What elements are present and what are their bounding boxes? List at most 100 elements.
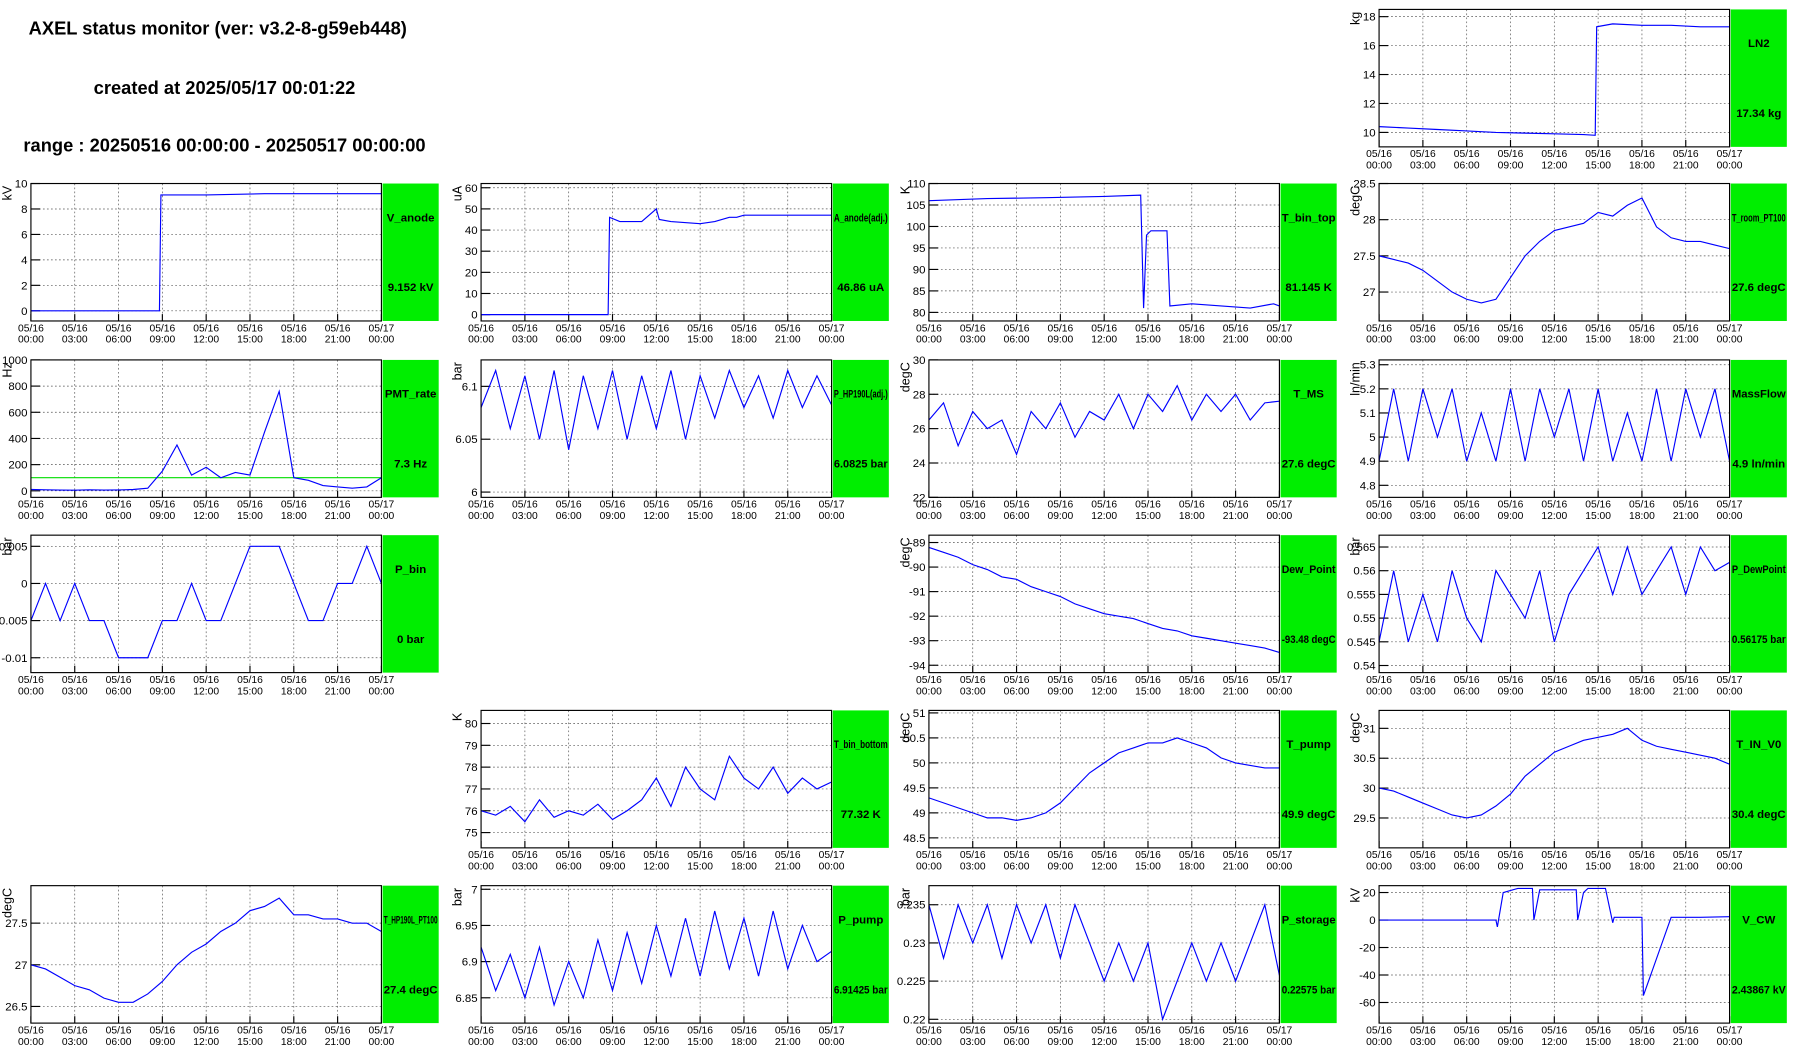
y-axis-label: degC [898, 713, 912, 743]
y-axis-label: bar [0, 537, 14, 555]
x-tick-label: 05/17 00:00 [1717, 149, 1743, 171]
x-tick-label: 05/16 15:00 [687, 850, 713, 872]
x-tick-label: 05/16 12:00 [1541, 1025, 1567, 1047]
y-tick-label: 29.5 [1353, 813, 1375, 825]
y-tick-label: 6.85 [455, 993, 477, 1005]
plot-data [928, 194, 1280, 309]
y-axis-label: kg [1349, 12, 1363, 25]
panel: 4.8 4.9 5 5.1 5.2 5.3 05/16 00:00 05/16 03:00 05/1… [1349, 359, 1787, 522]
x-tick-label: 05/17 00:00 [369, 1025, 395, 1047]
time-range: range : 20250516 00:00:00 - 20250517 00:… [23, 134, 425, 155]
status-box [1280, 885, 1337, 1024]
x-tick-label: 05/16 06:00 [106, 500, 132, 522]
status-name: T_MS [1293, 389, 1324, 401]
y-tick-label: 6.05 [455, 434, 477, 446]
x-tick-label: 05/16 21:00 [325, 500, 351, 522]
plot-data [481, 910, 832, 1008]
x-tick-label: 05/16 12:00 [193, 675, 219, 697]
x-tick-label: 05/16 15:00 [1585, 149, 1611, 171]
y-tick-label: 6.95 [455, 920, 477, 932]
x-tick-label: 05/16 18:00 [1629, 675, 1655, 697]
y-axis-label: ln/min [1349, 362, 1363, 396]
x-tick-label: 05/16 15:00 [1585, 675, 1611, 697]
status-value: 0.56175 bar [1732, 634, 1786, 646]
x-tick-label: 05/16 06:00 [1004, 675, 1030, 697]
x-tick-label: 05/16 21:00 [775, 1025, 801, 1047]
x-tick-label: 05/16 09:00 [1047, 850, 1073, 872]
y-tick-label: 0.56 [1353, 566, 1375, 578]
y-tick-label: 5.3 [1360, 360, 1376, 372]
plot-frame [480, 182, 833, 322]
x-tick-label: 05/16 06:00 [556, 850, 582, 872]
y-axis-label: bar [451, 888, 465, 906]
y-tick-label: 31 [1363, 723, 1376, 735]
x-tick-label: 05/16 09:00 [600, 323, 626, 345]
x-tick-label: 05/16 15:00 [1585, 323, 1611, 345]
plot-frame [30, 885, 382, 1024]
x-tick-label: 05/16 12:00 [1091, 323, 1117, 345]
panel: 6 6.05 6.1 05/16 00:00 05/16 03:00 05/16 06:00 05… [451, 359, 889, 522]
y-tick-label: -89 [909, 538, 926, 550]
y-tick-label: 12 [1363, 98, 1376, 110]
x-tick-label: 05/17 00:00 [369, 675, 395, 697]
y-tick-label: 200 [8, 460, 27, 472]
x-tick-label: 05/16 21:00 [1223, 675, 1249, 697]
x-tick-label: 05/17 00:00 [1717, 500, 1743, 522]
status-value: 17.34 kg [1736, 108, 1781, 120]
x-tick-label: 05/16 18:00 [731, 850, 757, 872]
plot-frame [1378, 709, 1731, 849]
x-tick-label: 05/17 00:00 [819, 850, 845, 872]
y-tick-label: 24 [913, 458, 926, 470]
panel: 48.5 49 49.5 50 50.5 51 05/16 00:00 05/16 03:00 05… [898, 708, 1337, 873]
x-tick-label: 05/16 09:00 [1498, 850, 1524, 872]
status-name: P_pump [838, 914, 883, 926]
y-tick-label: 6.1 [462, 381, 478, 393]
x-tick-label: 05/16 18:00 [1179, 850, 1205, 872]
x-tick-label: 05/16 00:00 [1366, 675, 1392, 697]
x-tick-label: 05/16 09:00 [1498, 149, 1524, 171]
y-axis-label: bar [898, 888, 912, 906]
status-value: -93.48 degC [1282, 634, 1336, 646]
y-tick-label: 26.5 [5, 1001, 27, 1013]
data-line [928, 194, 1280, 309]
x-tick-label: 05/16 18:00 [1179, 1025, 1205, 1047]
y-tick-label: 0 [1369, 915, 1375, 927]
x-tick-label: 05/16 06:00 [1004, 500, 1030, 522]
status-box [1280, 710, 1337, 848]
y-tick-label: 76 [465, 806, 478, 818]
x-tick-label: 05/16 00:00 [916, 675, 942, 697]
status-value: 2.43867 kV [1732, 984, 1786, 996]
status-value: 81.145 K [1285, 282, 1332, 294]
y-tick-label: 28 [913, 389, 926, 401]
page-title: AXEL status monitor (ver: v3.2-8-g59eb44… [29, 18, 407, 39]
y-tick-label: 27.5 [1353, 251, 1375, 263]
y-axis-label: K [898, 185, 912, 194]
y-tick-label: 4.9 [1360, 456, 1376, 468]
x-tick-label: 05/16 00:00 [1366, 149, 1392, 171]
x-tick-label: 05/16 00:00 [916, 500, 942, 522]
x-tick-label: 05/17 00:00 [1267, 1025, 1293, 1047]
y-axis-label: Hz [0, 362, 14, 377]
status-name: T_HP190L_PT100 [384, 914, 438, 926]
x-tick-label: 05/16 12:00 [1541, 850, 1567, 872]
x-tick-label: 05/16 12:00 [643, 323, 669, 345]
x-tick-label: 05/16 06:00 [1454, 850, 1480, 872]
status-value: 0.22575 bar [1282, 984, 1336, 996]
x-tick-label: 05/16 12:00 [1541, 675, 1567, 697]
y-tick-label: 5.1 [1360, 408, 1376, 420]
x-tick-label: 05/16 21:00 [325, 1025, 351, 1047]
panel: 10 12 14 16 18 05/16 00:00 05/16 03:00 05/16 06:00… [1349, 8, 1787, 172]
status-box [1730, 359, 1787, 498]
y-tick-label: 14 [1363, 70, 1376, 82]
x-tick-label: 05/16 06:00 [1004, 850, 1030, 872]
y-tick-label: 5.2 [1360, 384, 1376, 396]
x-tick-label: 05/16 12:00 [643, 500, 669, 522]
status-value: 27.6 degC [1282, 459, 1336, 471]
status-value: 27.6 degC [1732, 282, 1786, 294]
plot-frame [1378, 8, 1731, 148]
x-tick-label: 05/17 00:00 [1717, 850, 1743, 872]
x-tick-label: 05/16 06:00 [1454, 1025, 1480, 1047]
y-tick-label: 7 [471, 884, 477, 896]
x-tick-label: 05/16 21:00 [1223, 500, 1249, 522]
x-tick-label: 05/16 21:00 [1673, 1025, 1699, 1047]
